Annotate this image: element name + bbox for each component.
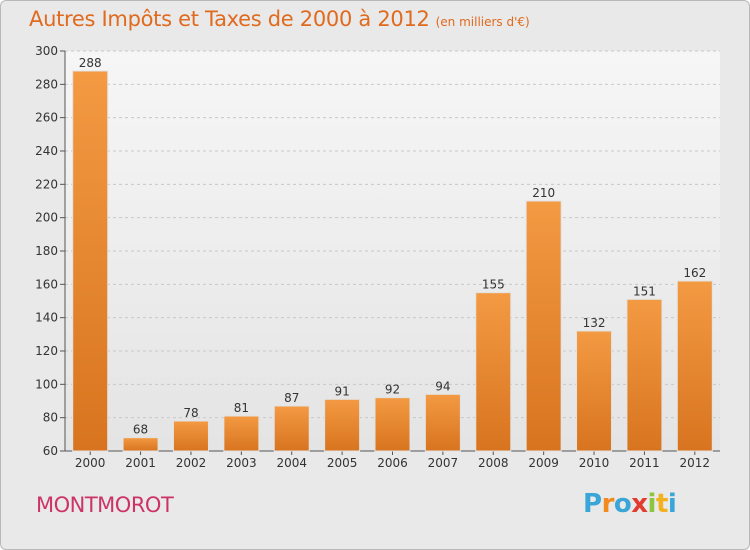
- x-tick-label-2012: 2012: [680, 456, 711, 470]
- value-label-2005: 91: [334, 384, 349, 398]
- x-tick-label-2009: 2009: [528, 456, 559, 470]
- bar-2010: [576, 330, 613, 452]
- value-label-2004: 87: [284, 391, 299, 405]
- value-label-2003: 81: [234, 401, 249, 415]
- axes: 60 80 100 120 140 160 180 200 220 240 260 280 300 200…: [35, 44, 720, 470]
- grid-lines: [65, 50, 720, 419]
- x-tick-label-2004: 2004: [276, 456, 307, 470]
- logo-letter: t: [655, 489, 668, 519]
- data-labels: 288 68 78 81 87 91 92 94 155 210 132 151 162: [79, 56, 707, 437]
- bar-2005: [324, 398, 361, 452]
- y-tick-label: 280: [35, 77, 58, 91]
- logo-letter: r: [601, 489, 615, 519]
- proxiti-logo: Proxiti: [583, 489, 677, 519]
- value-label-2011: 151: [633, 284, 656, 298]
- value-label-2010: 132: [583, 316, 606, 330]
- x-tick-label-2005: 2005: [327, 456, 358, 470]
- x-tick-label-2008: 2008: [478, 456, 509, 470]
- x-tick-label-2001: 2001: [125, 456, 156, 470]
- value-label-2008: 155: [482, 278, 505, 292]
- y-tick-label: 240: [35, 144, 58, 158]
- value-label-2012: 162: [683, 266, 706, 280]
- x-tick-label-2002: 2002: [176, 456, 207, 470]
- bar-2001: [122, 437, 159, 452]
- y-tick-label: 120: [35, 344, 58, 358]
- x-tick-label-2006: 2006: [377, 456, 408, 470]
- chart-subtitle: (en milliers d'€): [435, 15, 530, 29]
- y-tick-label: 160: [35, 277, 58, 291]
- bar-2009: [525, 200, 562, 452]
- x-tick-label-2003: 2003: [226, 456, 257, 470]
- bar-2003: [223, 415, 260, 452]
- bar-2008: [475, 292, 512, 452]
- y-tick-label: 180: [35, 244, 58, 258]
- x-tick-label-2011: 2011: [629, 456, 660, 470]
- bar-2007: [424, 393, 461, 452]
- bar-2011: [626, 298, 663, 452]
- y-tick-label: 60: [43, 444, 58, 458]
- y-tick-label: 80: [43, 411, 58, 425]
- x-tick-label-2007: 2007: [428, 456, 459, 470]
- location-name: MONTMOROT: [36, 493, 174, 517]
- x-tick-label-2000: 2000: [75, 456, 106, 470]
- logo-letter: i: [647, 489, 657, 519]
- y-tick-label: 300: [35, 44, 58, 58]
- x-tick-label-2010: 2010: [579, 456, 610, 470]
- y-tick-label: 260: [35, 111, 58, 125]
- value-label-2009: 210: [532, 186, 555, 200]
- bar-2000: [72, 70, 109, 452]
- bar-2004: [273, 405, 310, 452]
- bars: [72, 70, 713, 452]
- chart-title-text: Autres Impôts et Taxes de 2000 à 2012: [29, 7, 430, 31]
- logo-letter: P: [583, 489, 602, 519]
- logo-letter: i: [667, 489, 677, 519]
- bar-2012: [676, 280, 713, 452]
- value-label-2000: 288: [79, 56, 102, 70]
- value-label-2001: 68: [133, 423, 148, 437]
- chart-title: Autres Impôts et Taxes de 2000 à 2012 (en…: [29, 7, 530, 31]
- y-tick-label: 200: [35, 211, 58, 225]
- y-tick-label: 100: [35, 377, 58, 391]
- value-label-2002: 78: [183, 406, 198, 420]
- logo-letter: o: [613, 489, 632, 519]
- bar-2002: [172, 420, 209, 452]
- y-tick-label: 140: [35, 311, 58, 325]
- y-tick-label: 220: [35, 177, 58, 191]
- value-label-2007: 94: [435, 379, 450, 393]
- bar-2006: [374, 397, 411, 452]
- value-label-2006: 92: [385, 383, 400, 397]
- logo-letter: x: [631, 489, 648, 519]
